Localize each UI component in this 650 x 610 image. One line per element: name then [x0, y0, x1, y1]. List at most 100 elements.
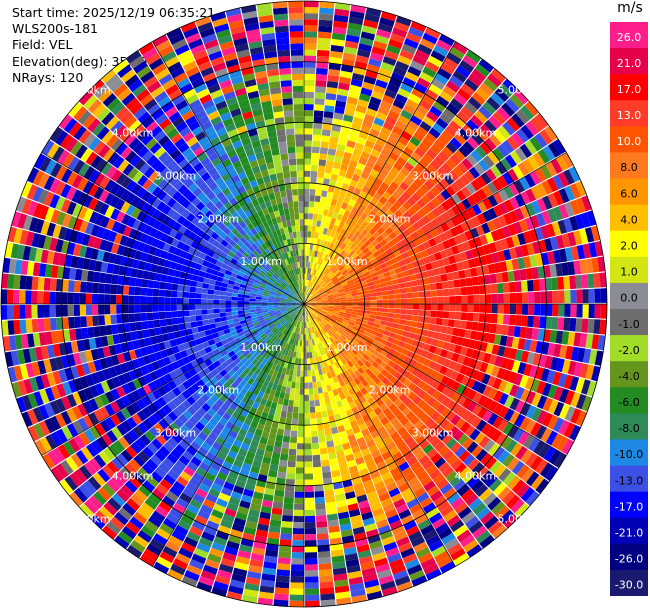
range-gate [459, 60, 475, 73]
range-gate [438, 527, 453, 540]
range-gate [211, 403, 221, 413]
range-gate [398, 384, 408, 393]
range-gate [501, 324, 509, 336]
range-gate [393, 249, 402, 257]
range-gate [304, 134, 313, 141]
range-gate [301, 358, 304, 365]
range-gate [399, 287, 407, 294]
range-gate [360, 561, 375, 571]
range-gate [317, 31, 332, 39]
range-gate [509, 94, 524, 109]
range-gate [304, 497, 315, 504]
range-gate [383, 142, 395, 152]
range-gate [445, 470, 459, 483]
range-gate [459, 174, 471, 186]
range-gate [189, 477, 201, 488]
range-gate [394, 267, 402, 274]
range-gate [304, 292, 307, 299]
range-gate [526, 242, 535, 256]
range-gate [335, 320, 342, 326]
range-gate [63, 329, 71, 342]
range-gate [351, 311, 358, 316]
range-gate [223, 342, 231, 350]
range-gate [124, 266, 132, 277]
range-gate [350, 206, 359, 215]
range-gate [435, 414, 446, 426]
range-gate [543, 329, 552, 342]
range-gate [55, 304, 62, 318]
range-gate [467, 389, 477, 401]
range-gate [406, 304, 414, 310]
range-gate [539, 316, 547, 329]
range-gate [273, 495, 284, 503]
range-gate [292, 313, 297, 319]
range-gate [88, 457, 102, 472]
range-gate [295, 320, 299, 328]
range-gate [430, 260, 439, 270]
range-gate [257, 315, 264, 319]
range-gate [386, 441, 397, 451]
range-gate [384, 325, 392, 332]
range-gate [142, 446, 155, 459]
range-gate [372, 222, 381, 231]
range-gate [137, 450, 150, 463]
range-gate [200, 336, 208, 344]
range-gate [514, 193, 526, 208]
range-gate [315, 306, 322, 309]
range-gate [169, 507, 183, 520]
range-gate [243, 301, 250, 304]
range-gate [370, 546, 385, 556]
range-gate [294, 388, 300, 395]
range-gate [551, 221, 562, 236]
range-gate [352, 298, 359, 302]
range-gate [464, 425, 476, 437]
range-gate [362, 119, 373, 129]
range-gate [117, 374, 127, 386]
range-gate [89, 211, 99, 224]
range-gate [225, 346, 233, 354]
range-gate [285, 387, 291, 394]
range-gate [442, 239, 451, 250]
range-gate [330, 370, 337, 378]
range-gate [535, 425, 547, 440]
range-gate [255, 299, 262, 302]
range-gate [331, 32, 346, 41]
range-gate [417, 142, 430, 153]
range-gate [256, 294, 263, 298]
range-gate [171, 530, 186, 542]
range-gate [576, 347, 586, 363]
range-gate [400, 298, 408, 304]
range-gate [317, 165, 326, 173]
range-gate [13, 365, 24, 381]
range-gate [316, 362, 322, 370]
range-gate [315, 263, 320, 271]
range-gate [395, 186, 405, 196]
range-gate [429, 317, 437, 325]
range-gate [276, 352, 282, 360]
range-gate [292, 306, 299, 310]
range-gate [21, 198, 33, 215]
range-gate [310, 345, 315, 352]
range-gate [400, 293, 407, 299]
range-gate [278, 317, 285, 322]
range-gate [484, 515, 499, 530]
range-gate [280, 527, 293, 534]
range-gate [284, 336, 290, 343]
range-gate [112, 264, 121, 275]
range-gate [349, 259, 356, 266]
range-gate [425, 304, 432, 311]
range-gate [308, 382, 313, 389]
range-gate [509, 384, 519, 397]
range-gate [304, 302, 310, 304]
range-gate [56, 428, 68, 444]
range-gate [369, 96, 382, 106]
range-gate [493, 129, 506, 144]
range-gate [313, 122, 323, 130]
range-gate [291, 546, 304, 553]
range-gate [353, 345, 361, 353]
range-gate [324, 495, 336, 503]
range-gate [46, 372, 57, 387]
range-gate [353, 264, 360, 271]
range-gate [547, 342, 556, 357]
range-gate [423, 358, 432, 367]
